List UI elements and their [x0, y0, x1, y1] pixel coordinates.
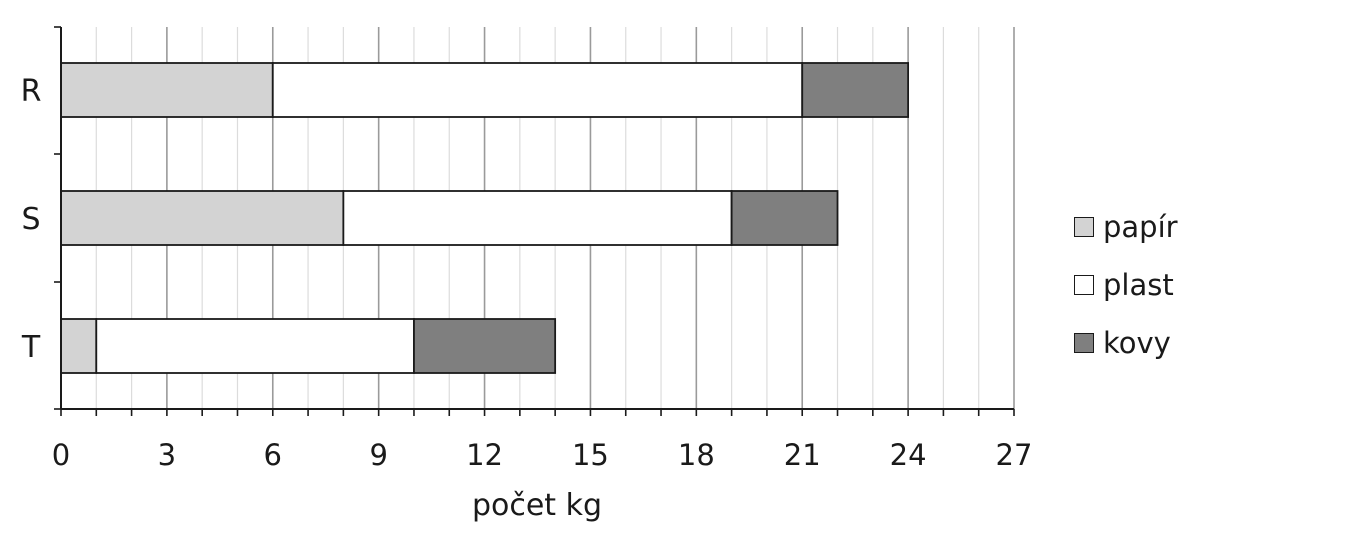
bar-S-series-0 [60, 190, 345, 246]
legend-label-metals: kovy [1103, 326, 1171, 360]
bar-T-series-0 [60, 318, 98, 374]
category-label: S [21, 202, 40, 237]
legend-label-paper: papír [1103, 210, 1178, 244]
x-tick-label: 24 [890, 438, 927, 472]
legend-item-plastic: plast [1074, 256, 1178, 314]
x-tick-label: 21 [784, 438, 821, 472]
bars [60, 62, 910, 374]
category-label: R [21, 74, 42, 109]
bar-S-series-2 [730, 190, 839, 246]
x-tick-label: 6 [264, 438, 282, 472]
bar-R-series-0 [60, 62, 274, 118]
legend-item-metals: kovy [1074, 314, 1178, 372]
x-tick-label: 15 [572, 438, 609, 472]
x-tick-label: 27 [996, 438, 1033, 472]
bar-T-series-1 [95, 318, 415, 374]
legend-label-plastic: plast [1103, 268, 1174, 302]
legend-swatch-metals [1074, 333, 1094, 353]
x-tick-label: 12 [466, 438, 503, 472]
x-tick-label: 3 [158, 438, 176, 472]
axes [54, 26, 1015, 416]
x-tick-label: 9 [369, 438, 387, 472]
legend-swatch-paper [1074, 217, 1094, 237]
category-labels: R S T [21, 74, 42, 365]
x-tick-label: 18 [678, 438, 715, 472]
legend-item-paper: papír [1074, 198, 1178, 256]
legend: papír plast kovy [1074, 198, 1178, 372]
bar-R-series-2 [801, 62, 910, 118]
legend-swatch-plastic [1074, 275, 1094, 295]
x-tick-labels: 0 3 6 9 12 15 18 21 24 27 [52, 438, 1033, 472]
bar-S-series-1 [342, 190, 733, 246]
bar-T-series-2 [413, 318, 557, 374]
x-tick-label: 0 [52, 438, 70, 472]
category-label: T [21, 330, 41, 365]
x-axis-title: počet kg [472, 488, 602, 523]
bar-R-series-1 [271, 62, 804, 118]
